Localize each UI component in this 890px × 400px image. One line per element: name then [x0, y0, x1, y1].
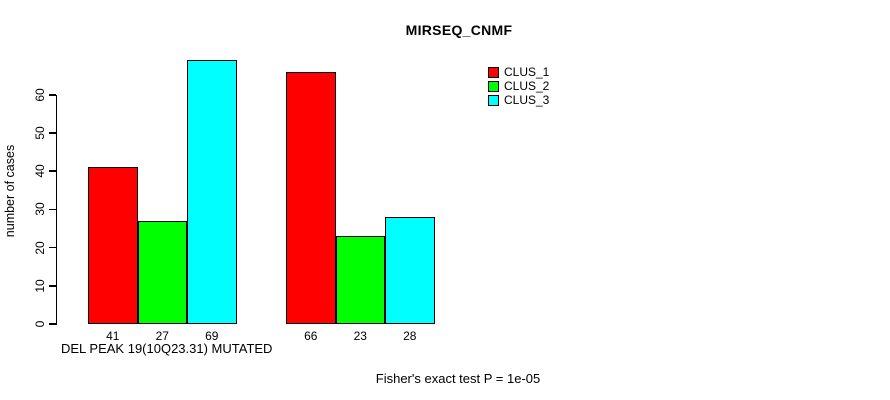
legend-entry-clus-3: CLUS_3 [488, 93, 549, 107]
bar-clus_1-group2 [286, 71, 336, 324]
bar-clus_2-group1 [137, 220, 187, 324]
y-axis-tick [48, 208, 56, 211]
y-axis-tick-label: 20 [33, 240, 47, 255]
bar-value-label-clus_3-group1: 69 [205, 329, 219, 343]
y-axis-tick-label: 0 [33, 320, 47, 328]
y-axis-line [55, 94, 57, 326]
bar-clus_3-group2 [385, 217, 435, 324]
x-axis-label: DEL PEAK 19(10Q23.31) MUTATED [61, 341, 273, 356]
legend: CLUS_1 CLUS_2 CLUS_3 [488, 65, 549, 107]
bar-clus_3-group1 [187, 60, 237, 324]
y-axis-tick [48, 285, 56, 287]
y-axis-label: number of cases [3, 144, 17, 238]
y-axis-tick-label: 60 [33, 88, 47, 102]
bar-clus_2-group2 [335, 236, 385, 324]
legend-entry-clus-2: CLUS_2 [488, 79, 549, 93]
y-axis-tick-label: 50 [33, 126, 47, 140]
bar-clus_1-group1 [88, 167, 138, 324]
bar-value-label-clus_1-group1: 41 [106, 329, 120, 343]
y-axis-tick [48, 94, 56, 96]
legend-swatch-clus-3-icon [488, 94, 499, 106]
legend-label-clus-1: CLUS_1 [504, 65, 550, 79]
y-axis-tick [48, 323, 56, 325]
legend-swatch-clus-1-icon [488, 66, 499, 78]
legend-swatch-clus-2-icon [488, 80, 499, 92]
chart-title: MIRSEQ_CNMF [405, 22, 513, 38]
statistical-test-annotation: Fisher's exact test P = 1e-05 [375, 371, 541, 386]
y-axis-tick-label: 10 [33, 279, 47, 293]
y-axis-tick [48, 170, 56, 172]
bar-value-label-clus_1-group2: 66 [304, 329, 318, 343]
y-axis-tick [48, 246, 56, 249]
legend-label-clus-2: CLUS_2 [504, 79, 550, 93]
legend-entry-clus-1: CLUS_1 [488, 65, 549, 79]
y-axis-tick [48, 132, 56, 134]
y-axis-tick-label: 40 [33, 164, 47, 178]
bar-value-label-clus_2-group2: 23 [353, 329, 367, 343]
bar-value-label-clus_3-group2: 28 [403, 329, 417, 343]
legend-label-clus-3: CLUS_3 [504, 93, 550, 107]
bar-value-label-clus_2-group1: 27 [155, 329, 169, 343]
y-axis-tick-label: 30 [33, 202, 47, 217]
